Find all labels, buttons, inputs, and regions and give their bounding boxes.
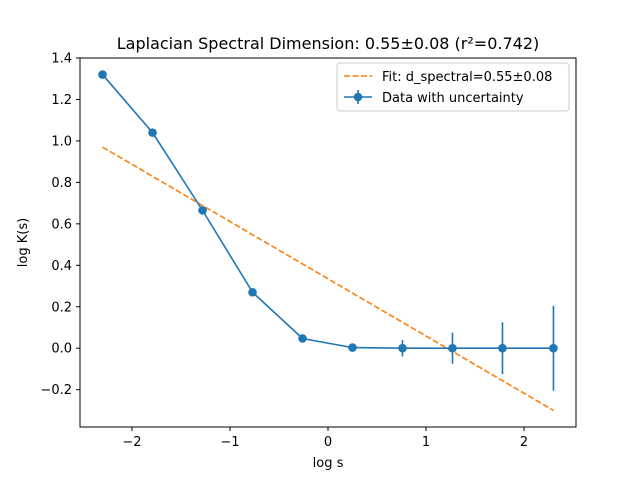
y-axis: −0.2 0.0 0.2 0.4 0.6 0.8 1.0 1.2 1.4 (40, 52, 80, 398)
y-tick-label: 1.4 (51, 52, 72, 67)
y-axis-label: log K(s) (16, 218, 31, 267)
data-point (348, 343, 357, 352)
data-point (398, 343, 407, 353)
x-axis: −2 −1 0 1 2 (122, 427, 528, 450)
plot-area: −2 −1 0 1 2 −0.2 0.0 0.2 0.4 0.6 0.8 1.0 1.2 1.4 (40, 52, 577, 450)
x-tick-label: −2 (122, 435, 141, 450)
chart-title: Laplacian Spectral Dimension: 0.55±0.08 … (117, 34, 540, 53)
y-tick-label: −0.2 (40, 383, 72, 398)
data-point (448, 343, 457, 353)
x-tick-label: −1 (220, 435, 239, 450)
data-line (101, 74, 554, 350)
legend-data-swatch-marker (353, 92, 363, 102)
series-layer (98, 70, 558, 412)
data-point (148, 128, 157, 137)
legend-data-label: Data with uncertainty (382, 91, 524, 106)
x-tick-label: 0 (324, 435, 332, 450)
y-tick-label: 1.2 (51, 93, 72, 108)
x-axis-label: log s (313, 456, 344, 471)
legend: Fit: d_spectral=0.55±0.08 Data with unce… (336, 62, 570, 112)
data-point (98, 70, 107, 79)
y-tick-label: 0.0 (51, 342, 72, 357)
data-point (248, 287, 257, 297)
data-point (498, 343, 507, 353)
legend-fit-label: Fit: d_spectral=0.55±0.08 (382, 70, 552, 85)
data-point (549, 343, 558, 353)
x-tick-label: 1 (422, 435, 430, 450)
legend-box (336, 62, 570, 112)
y-tick-label: 0.2 (51, 300, 72, 315)
y-tick-label: 0.4 (51, 259, 72, 274)
y-tick-label: 1.0 (51, 134, 72, 149)
y-tick-label: 0.8 (51, 176, 72, 191)
fit-line (102, 146, 554, 412)
data-point (198, 206, 207, 215)
x-tick-label: 2 (520, 435, 528, 450)
data-point (298, 334, 307, 343)
y-tick-label: 0.6 (51, 217, 72, 232)
